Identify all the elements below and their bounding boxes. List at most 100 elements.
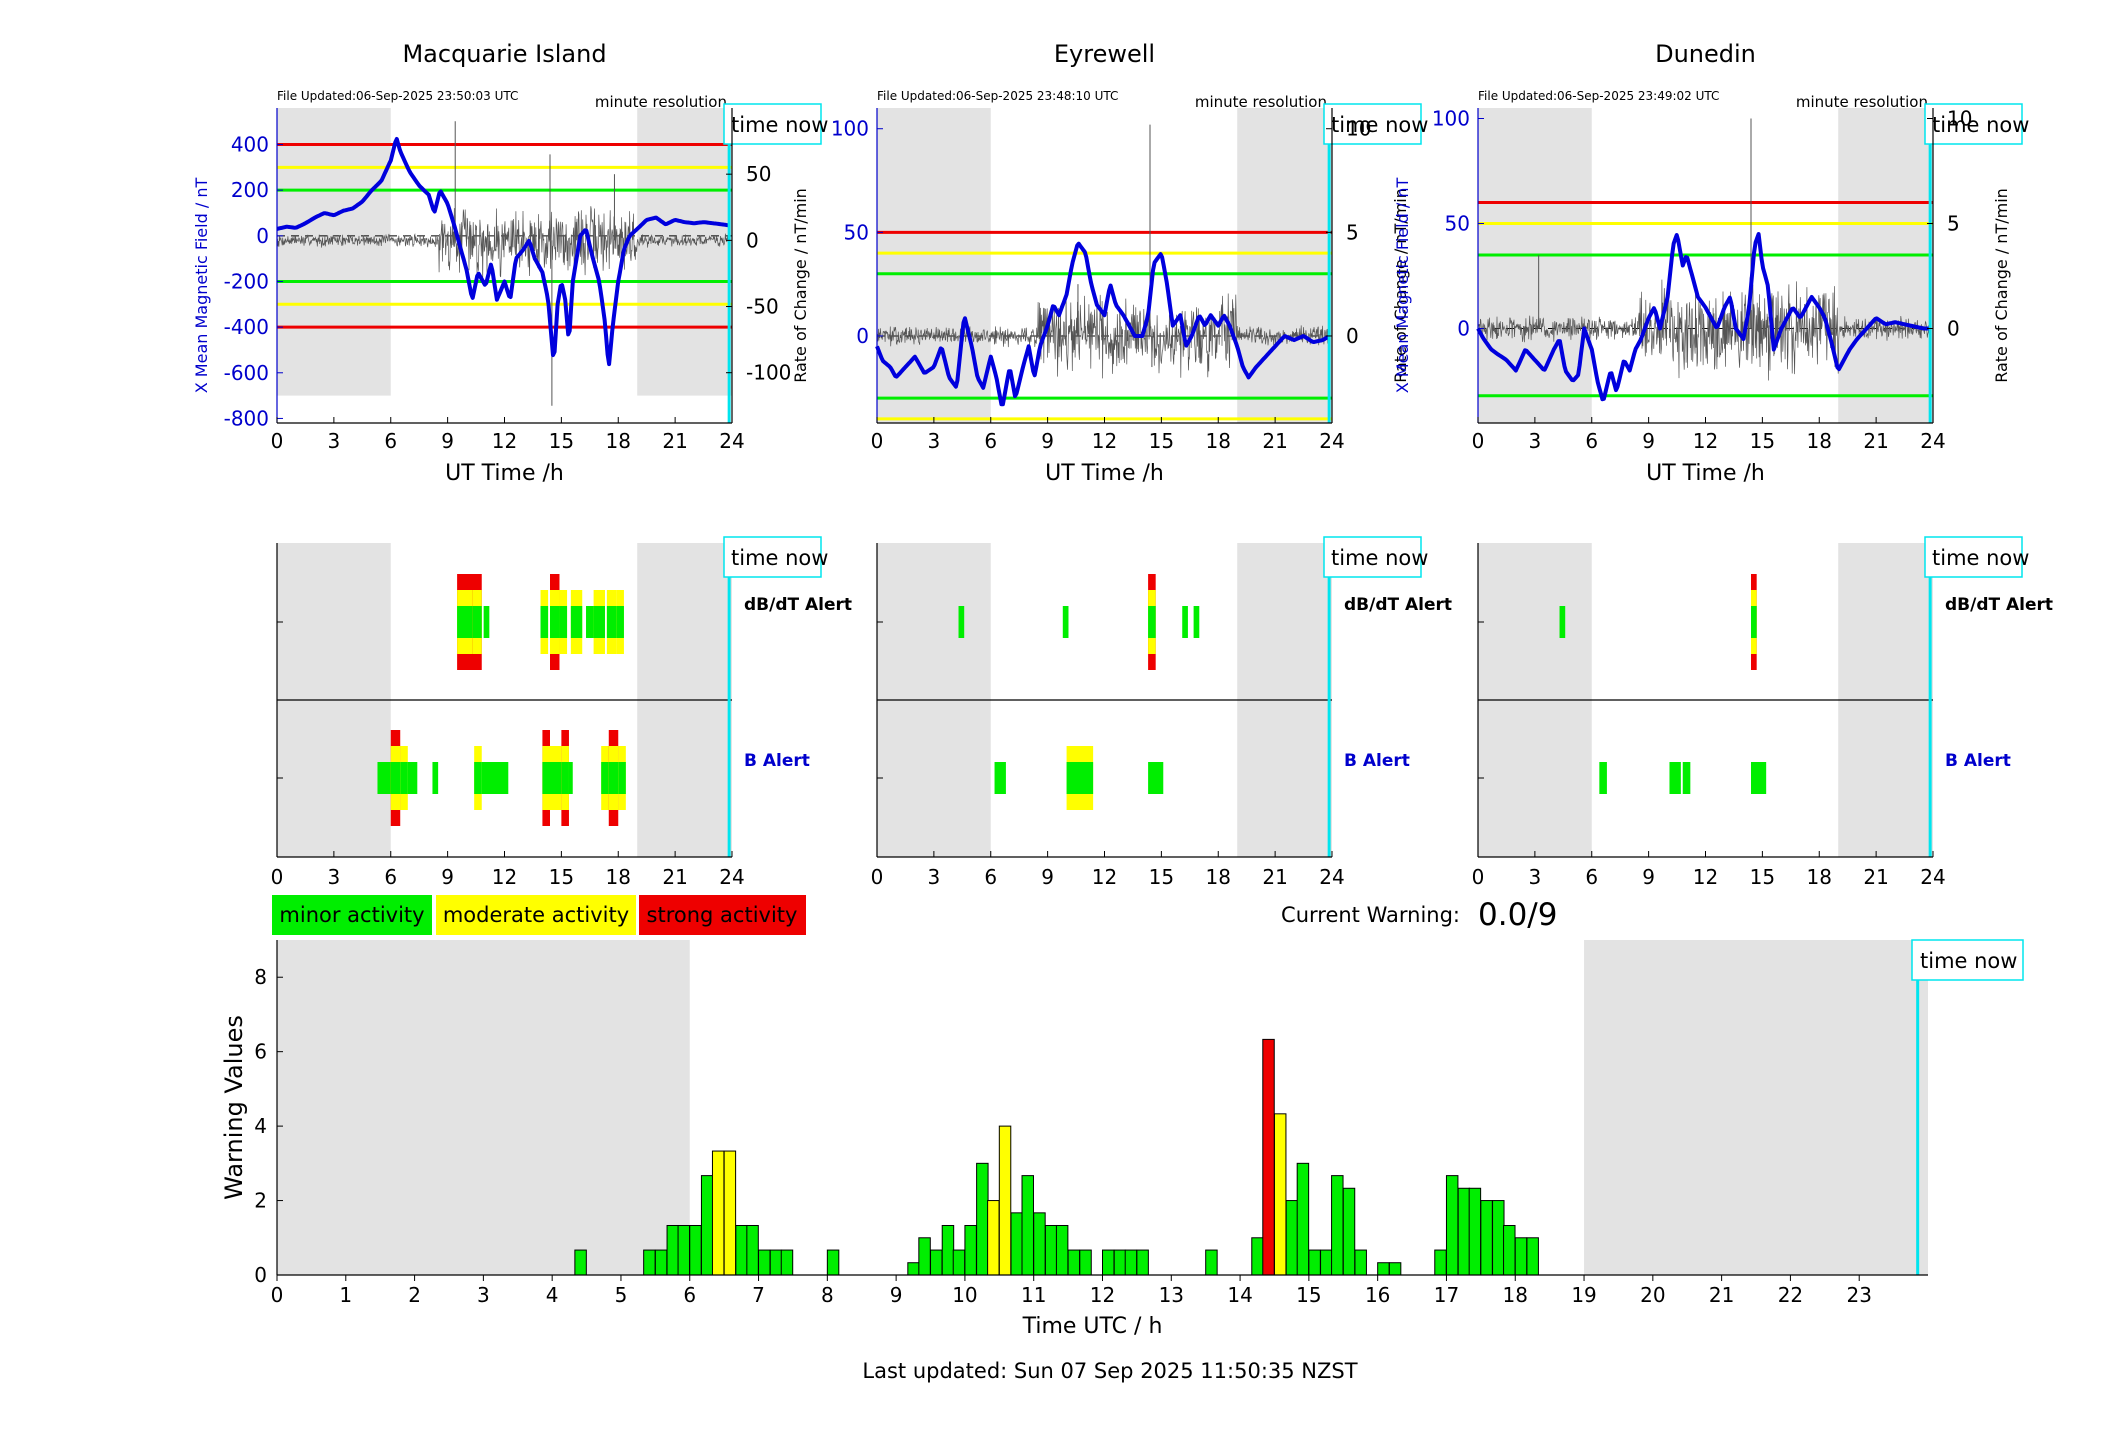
- y-tick-label: 200: [231, 178, 269, 202]
- x-tick-label: 24: [719, 429, 744, 453]
- dbdt-alert-bar-minor: [472, 606, 482, 638]
- alert-x-tick-label: 12: [1092, 865, 1117, 889]
- alert-x-tick-label: 12: [1693, 865, 1718, 889]
- b-alert-bar-minor: [1599, 762, 1607, 794]
- alert-x-tick-label: 24: [1920, 865, 1945, 889]
- legend-moderate-label: moderate activity: [443, 903, 629, 927]
- alert-panel-0: time now dB/dT Alert B Alert 0 3 6 9 12 15 18 21 24: [271, 536, 852, 889]
- night-shade: [1478, 108, 1592, 423]
- warning-bar: [780, 1249, 794, 1276]
- station-panels: Macquarie Island File Updated:06-Sep-2025…: [192, 40, 2029, 486]
- alert-x-tick-label: 18: [1807, 865, 1832, 889]
- station-panel-0: Macquarie Island File Updated:06-Sep-2025…: [192, 40, 828, 486]
- dbdt-alert-bar-minor: [1751, 606, 1757, 638]
- dbdt-alert-bar-minor: [1062, 606, 1069, 638]
- alert-time-now-box: [1323, 536, 1422, 578]
- minute-resolution-label: minute resolution: [595, 93, 727, 111]
- warning-x-tick-label: 10: [952, 1283, 977, 1307]
- x-tick-label: 24: [1920, 429, 1945, 453]
- warning-bar: [1055, 1224, 1069, 1276]
- alert-x-tick-label: 21: [1863, 865, 1888, 889]
- x-axis-label: UT Time /h: [445, 461, 564, 486]
- dbdt-alert-bar-minor: [457, 606, 475, 638]
- warning-x-axis-label: Time UTC / h: [1022, 1314, 1163, 1339]
- warning-bar: [1010, 1212, 1023, 1276]
- alert-x-tick-label: 3: [328, 865, 341, 889]
- warning-bar: [907, 1262, 920, 1276]
- current-warning-label: Current Warning:: [1281, 903, 1460, 927]
- warning-x-tick-label: 16: [1365, 1283, 1390, 1307]
- warning-x-tick-label: 7: [752, 1283, 765, 1307]
- b-alert-bar-minor: [561, 762, 569, 794]
- warning-x-tick-label: 8: [821, 1283, 834, 1307]
- legend-minor-label: minor activity: [279, 903, 424, 927]
- x-tick-label: 9: [441, 429, 454, 453]
- file-updated-text: File Updated:06-Sep-2025 23:48:10 UTC: [877, 89, 1118, 103]
- dbdt-alert-bar-minor: [1193, 606, 1200, 638]
- b-alert-bar-minor: [568, 762, 573, 794]
- warning-y-tick-label: 0: [254, 1263, 267, 1287]
- b-alert-bar-minor: [994, 762, 1006, 794]
- alert-x-tick-label: 15: [549, 865, 574, 889]
- minute-resolution-label: minute resolution: [1195, 93, 1327, 111]
- last-updated-text: Last updated: Sun 07 Sep 2025 11:50:35 N…: [862, 1359, 1357, 1383]
- b-alert-bar-minor: [601, 762, 609, 794]
- warning-bar: [1354, 1249, 1367, 1276]
- warning-x-tick-label: 21: [1709, 1283, 1734, 1307]
- alert-x-tick-label: 9: [1642, 865, 1655, 889]
- rate-tick-label: -100: [746, 361, 791, 385]
- x-tick-label: 15: [1750, 429, 1775, 453]
- night-shade: [277, 108, 391, 396]
- warning-bar: [666, 1224, 680, 1276]
- legend-moderate-swatch: [436, 895, 636, 935]
- y-tick-label: 100: [831, 117, 869, 141]
- warning-bar: [1320, 1249, 1333, 1276]
- y-axis-label-left: X Mean Magnetic Field / nT: [192, 178, 211, 394]
- warning-bar: [1457, 1187, 1471, 1276]
- rate-tick-label: 0: [1346, 324, 1359, 348]
- alert-panel-2: time now dB/dT Alert B Alert 0 3 6 9 12 15 18 21 24: [1472, 536, 2053, 889]
- night-shade: [1838, 108, 1933, 423]
- dbdt-alert-bar-minor: [1148, 606, 1156, 638]
- warning-y-axis-label: Warning Values: [220, 1015, 248, 1200]
- dbdt-alert-bar-minor: [570, 606, 583, 638]
- b-alert-bar-minor: [400, 762, 408, 794]
- y-tick-label: 0: [256, 224, 269, 248]
- warning-bar: [998, 1125, 1012, 1276]
- b-alert-bar-minor: [474, 762, 482, 794]
- activity-legend: minor activity moderate activity strong …: [272, 895, 806, 935]
- warning-bar: [1342, 1187, 1356, 1276]
- alert-time-now-box: [723, 536, 822, 578]
- warning-bar: [930, 1249, 943, 1276]
- x-tick-label: 9: [1041, 429, 1054, 453]
- alert-x-tick-label: 6: [384, 865, 397, 889]
- alert-x-tick-label: 0: [271, 865, 284, 889]
- x-tick-label: 12: [1693, 429, 1718, 453]
- dbdt-alert-bar-minor: [958, 606, 965, 638]
- y-tick-label: -600: [224, 361, 269, 385]
- b-alert-bar-minor: [1682, 762, 1691, 794]
- y-axis-label-right: Rate of Change / nT/min: [1992, 188, 2011, 383]
- warning-bar: [1526, 1237, 1539, 1276]
- warning-x-tick-label: 4: [546, 1283, 559, 1307]
- y-tick-label: 400: [231, 133, 269, 157]
- alert-x-tick-label: 15: [1750, 865, 1775, 889]
- x-tick-label: 21: [1262, 429, 1287, 453]
- alert-x-tick-label: 9: [441, 865, 454, 889]
- alert-panel-1: time now dB/dT Alert B Alert 0 3 6 9 12 15 18 21 24: [871, 536, 1452, 889]
- night-shade: [637, 108, 732, 396]
- dbdt-alert-bar-minor: [606, 606, 617, 638]
- x-tick-label: 12: [492, 429, 517, 453]
- warning-x-tick-label: 12: [1090, 1283, 1115, 1307]
- alert-x-tick-label: 21: [1262, 865, 1287, 889]
- x-tick-label: 18: [1206, 429, 1231, 453]
- x-tick-label: 6: [984, 429, 997, 453]
- x-tick-label: 6: [1585, 429, 1598, 453]
- x-tick-label: 3: [928, 429, 941, 453]
- warning-bar: [1251, 1237, 1264, 1276]
- b-alert-bar-minor: [407, 762, 414, 794]
- warning-time-now-box: [1911, 939, 2024, 981]
- rate-tick-label: -50: [746, 295, 779, 319]
- dbdt-alert-bar-minor: [1182, 606, 1188, 638]
